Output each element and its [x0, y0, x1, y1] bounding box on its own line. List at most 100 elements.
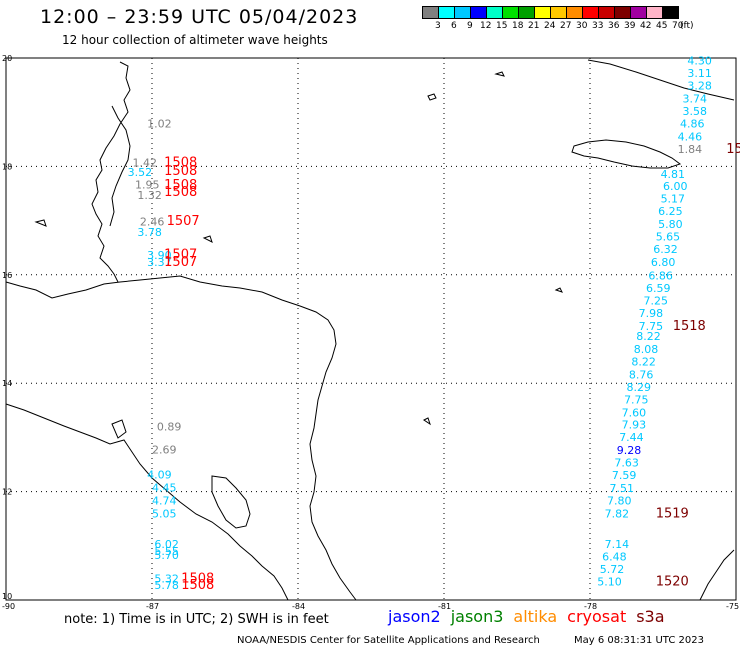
scale-swatch-15 — [662, 6, 679, 19]
wave-height-value: 7.75 — [624, 393, 649, 406]
lon-label: -84 — [292, 602, 305, 611]
lat-label: 20 — [2, 54, 12, 63]
lat-label: 16 — [2, 271, 12, 280]
wave-height-value: 9.28 — [617, 444, 642, 457]
wave-height-value: 3.58 — [682, 105, 707, 118]
lon-label: -87 — [146, 602, 159, 611]
wave-height-value: 7.25 — [644, 295, 669, 308]
wave-height-value: 2.69 — [152, 444, 177, 457]
wave-height-value: 8.08 — [634, 343, 659, 356]
scale-label: 9 — [467, 21, 473, 31]
island-4 — [34, 219, 47, 227]
wave-height-value: 5.55 — [154, 545, 179, 558]
wave-height-value: 3.90 — [147, 249, 172, 262]
wave-height-value: 8.29 — [627, 381, 652, 394]
scale-label: 6 — [451, 21, 457, 31]
coastlines — [5, 59, 735, 601]
island-6 — [554, 287, 563, 293]
pass-labels: 1508150815081508150715071507150815081517… — [164, 142, 740, 593]
scale-label: 39 — [624, 21, 636, 31]
wave-height-value: 1.42 — [133, 156, 158, 169]
wave-height-value: 7.63 — [614, 457, 639, 470]
wave-height-value: 5.10 — [597, 575, 622, 588]
wave-height-value: 6.59 — [646, 282, 671, 295]
wave-height-value: 5.80 — [658, 218, 683, 231]
wave-height-value: 5.78 — [154, 579, 179, 592]
lat-label: 18 — [2, 162, 12, 171]
satellite-legend: jason2 jason3 altika cryosat s3a — [388, 607, 675, 626]
axis-labels: 20 18 16 14 12 10-90 -87 -84 -81 -78 -75 — [2, 54, 739, 611]
pass-time-label: 1519 — [656, 507, 689, 522]
wave-height-value: 4.74 — [152, 495, 177, 508]
wave-height-value: 7.93 — [622, 419, 647, 432]
pass-time-label: 1520 — [656, 574, 689, 589]
wave-height-value: 7.44 — [619, 431, 644, 444]
lake-nicaragua — [211, 475, 251, 529]
lat-label: 14 — [2, 379, 12, 388]
scale-label: 18 — [512, 21, 524, 31]
wave-height-value: 3.52 — [128, 166, 152, 179]
satellite-jason3: jason3 — [450, 607, 504, 626]
wave-height-value: 1.84 — [678, 143, 703, 156]
pass-time-label: 1508 — [181, 578, 214, 593]
scale-label: 24 — [544, 21, 556, 31]
pass-time-label: 1508 — [164, 178, 197, 193]
satellite-cryosat: cryosat — [567, 607, 627, 626]
credit-text: NOAA/NESDIS Center for Satellite Applica… — [237, 635, 540, 646]
wave-height-value: 7.98 — [639, 307, 664, 320]
wave-height-value: 7.51 — [609, 482, 634, 495]
wave-height-value: 6.48 — [602, 550, 627, 563]
coastline-yucatan — [91, 61, 131, 283]
wave-height-value: 4.09 — [147, 469, 172, 482]
pass-time-label: 1508 — [181, 572, 214, 587]
satellite-s3a: s3a — [636, 607, 665, 626]
pass-time-label: 1507 — [164, 255, 197, 270]
wave-height-value: 3.28 — [687, 79, 712, 92]
pass-time-label: 1518 — [673, 319, 706, 334]
wave-height-value: 3.11 — [687, 67, 712, 80]
wave-height-value: 5.32 — [154, 573, 179, 586]
wave-height-value: 4.86 — [680, 117, 705, 130]
coastline-cuba — [587, 59, 735, 101]
map-frame — [5, 57, 737, 601]
scale-label: 42 — [640, 21, 652, 31]
scale-label: 30 — [576, 21, 588, 31]
coastline-pacific — [5, 403, 289, 601]
wave-height-value: 7.59 — [612, 469, 637, 482]
satellite-altika: altika — [513, 607, 558, 626]
coastline-yucatan-east — [109, 105, 131, 227]
wave-height-value: 7.75 — [639, 320, 664, 333]
wave-height-value: 7.14 — [605, 538, 630, 551]
wave-height-value: 1.32 — [137, 189, 162, 202]
lon-label: -90 — [2, 602, 15, 611]
scale-label: 45 — [656, 21, 668, 31]
lat-label: 10 — [2, 592, 12, 601]
island-1 — [494, 71, 505, 77]
scale-label: 3 — [435, 21, 441, 31]
wave-height-value: 4.81 — [661, 168, 686, 181]
wave-height-value: 6.86 — [648, 270, 673, 283]
wave-height-value: 8.76 — [629, 368, 654, 381]
lat-lon-grid — [5, 57, 737, 601]
lat-label: 12 — [2, 488, 12, 497]
color-scale — [422, 6, 679, 19]
wave-height-value: 4.30 — [687, 55, 712, 68]
coastline-colombia — [699, 549, 735, 601]
island-2 — [427, 93, 437, 101]
wave-height-observations: 1.02 1.423.521.951.32 2.463.78 3.903.37 0.89… — [128, 55, 712, 593]
footer-note: note: 1) Time is in UTC; 2) SWH is in fe… — [64, 612, 329, 627]
island-5 — [423, 417, 431, 426]
map-subtitle: 12 hour collection of altimeter wave hei… — [62, 33, 328, 47]
wave-height-value: 3.37 — [147, 256, 172, 269]
coastline-honduras — [5, 275, 357, 601]
lon-label: -78 — [584, 602, 597, 611]
gulf-fonseca — [111, 419, 127, 439]
wave-height-value: 5.65 — [656, 231, 681, 244]
scale-label: 21 — [528, 21, 540, 31]
scale-label: 33 — [592, 21, 604, 31]
wave-height-value: 3.74 — [682, 92, 707, 105]
pass-time-label: 1508 — [164, 164, 197, 179]
wave-height-value: 4.46 — [678, 130, 703, 143]
wave-height-value: 5.72 — [600, 563, 625, 576]
scale-label: 70 — [672, 21, 684, 31]
